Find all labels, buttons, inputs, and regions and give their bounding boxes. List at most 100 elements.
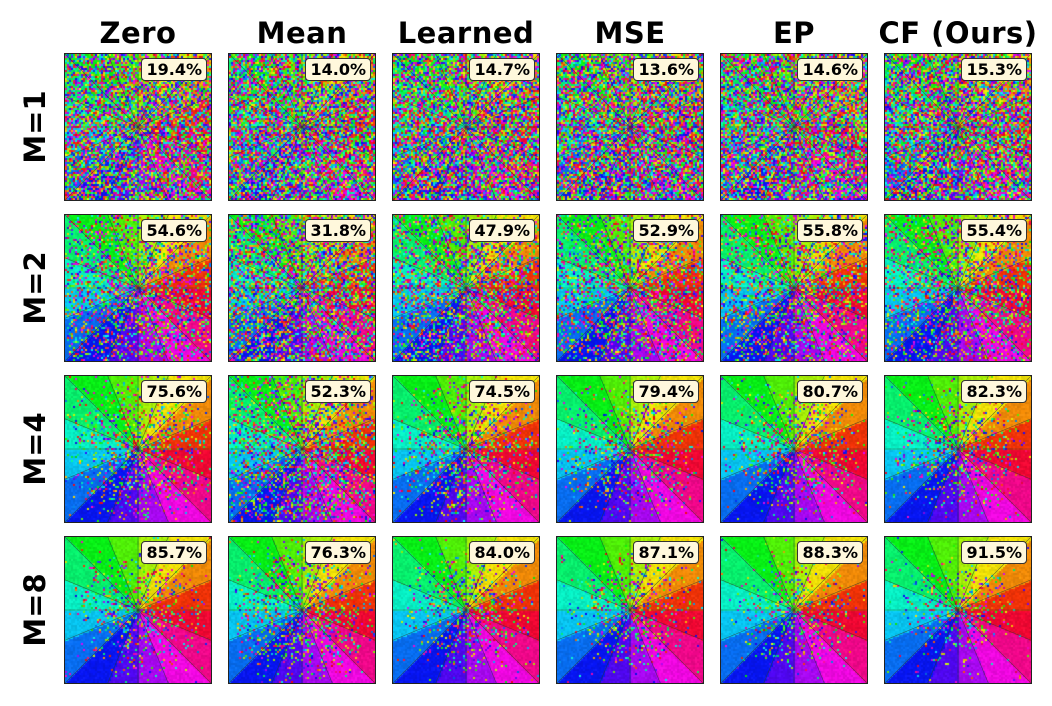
sector-line: [927, 609, 959, 683]
sector-line: [393, 448, 467, 480]
heatmap-panel: 85.7%: [64, 536, 212, 684]
sector-line: [721, 579, 795, 611]
sector-line: [721, 126, 795, 158]
sector-line: [229, 54, 303, 128]
sector-line: [629, 287, 703, 319]
sector-line: [957, 126, 1031, 200]
accuracy-label: 52.3%: [305, 380, 371, 403]
heatmap-panel: 14.7%: [392, 53, 540, 201]
sector-line: [465, 579, 539, 611]
sector-line: [885, 609, 959, 683]
accuracy-label: 79.4%: [633, 380, 699, 403]
sector-line: [763, 537, 795, 611]
sector-line: [763, 609, 795, 683]
sector-line: [137, 579, 211, 611]
sector-line: [301, 126, 375, 200]
sector-line: [271, 215, 303, 289]
heatmap-panel: 87.1%: [556, 536, 704, 684]
sector-lines: [393, 537, 539, 683]
sector-line: [301, 418, 375, 450]
sector-line: [393, 215, 467, 289]
sector-line: [599, 376, 631, 450]
sector-line: [435, 448, 467, 522]
sector-line: [65, 287, 139, 361]
sector-line: [229, 376, 303, 450]
sector-line: [301, 609, 333, 683]
sector-line: [107, 126, 139, 200]
sector-line: [465, 448, 539, 480]
sector-line: [763, 376, 795, 450]
sector-line: [393, 287, 467, 319]
sector-line: [137, 609, 211, 641]
sector-line: [229, 448, 303, 522]
sector-line: [107, 376, 139, 450]
sector-line: [301, 448, 375, 480]
sector-line: [885, 287, 959, 361]
sector-line: [793, 287, 867, 319]
sector-line: [557, 215, 631, 289]
sector-line: [557, 126, 631, 158]
accuracy-label: 87.1%: [633, 541, 699, 564]
sector-line: [557, 537, 631, 611]
sector-line: [229, 609, 303, 683]
sector-line: [229, 537, 303, 611]
heatmap-panel: 52.9%: [556, 214, 704, 362]
sector-line: [65, 448, 139, 480]
sector-line: [763, 126, 795, 200]
accuracy-label: 82.3%: [961, 380, 1027, 403]
sector-line: [629, 579, 703, 611]
sector-line: [137, 126, 211, 158]
sector-line: [885, 215, 959, 289]
sector-line: [721, 287, 795, 361]
sector-line: [793, 287, 867, 361]
sector-lines: [393, 215, 539, 361]
sector-line: [629, 609, 661, 683]
sector-line: [793, 579, 867, 611]
sector-line: [793, 287, 825, 361]
heatmap-panel: 88.3%: [720, 536, 868, 684]
column-title: Zero: [99, 16, 177, 50]
accuracy-label: 74.5%: [469, 380, 535, 403]
heatmap-panel: 75.6%: [64, 375, 212, 523]
sector-line: [137, 126, 211, 200]
sector-line: [885, 96, 959, 128]
heatmap-panel: 79.4%: [556, 375, 704, 523]
heatmap-panel: 74.5%: [392, 375, 540, 523]
sector-line: [65, 609, 139, 683]
sector-line: [65, 609, 139, 641]
sector-line: [229, 609, 303, 641]
sector-line: [721, 126, 795, 200]
row-title: M=4: [18, 412, 52, 486]
sector-line: [957, 287, 1031, 361]
sector-line: [137, 287, 211, 361]
sector-line: [793, 126, 867, 200]
column-title: Mean: [256, 16, 348, 50]
sector-line: [557, 96, 631, 128]
sector-line: [137, 448, 211, 480]
sector-line: [721, 287, 795, 319]
sector-line: [629, 287, 661, 361]
accuracy-label: 88.3%: [797, 541, 863, 564]
sector-line: [957, 287, 989, 361]
sector-line: [229, 215, 303, 289]
heatmap-panel: 82.3%: [884, 375, 1032, 523]
sector-line: [557, 54, 631, 128]
sector-line: [435, 376, 467, 450]
accuracy-label: 14.0%: [305, 58, 371, 81]
sector-line: [301, 96, 375, 128]
sector-line: [65, 96, 139, 128]
sector-lines: [557, 537, 703, 683]
sector-line: [957, 96, 1031, 128]
sector-line: [65, 215, 139, 289]
sector-line: [137, 609, 169, 683]
sector-line: [393, 537, 467, 611]
sector-line: [271, 376, 303, 450]
sector-line: [763, 448, 795, 522]
sector-line: [721, 257, 795, 289]
sector-line: [885, 537, 959, 611]
sector-line: [107, 537, 139, 611]
sector-line: [435, 126, 467, 200]
sector-line: [393, 609, 467, 683]
sector-lines: [65, 537, 211, 683]
